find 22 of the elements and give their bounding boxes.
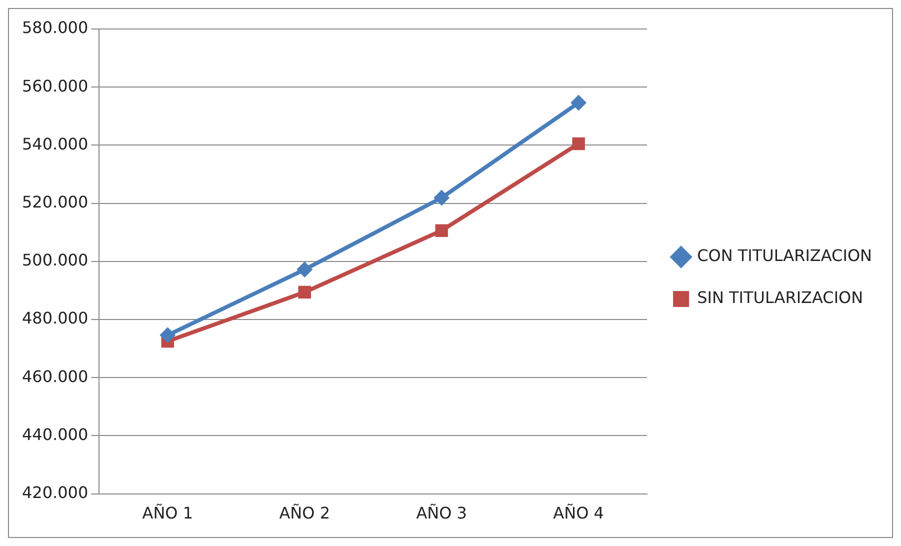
y-tick-label: 520.000 (22, 192, 88, 212)
x-tick-label: AÑO 2 (279, 504, 330, 523)
y-tick-label: 420.000 (22, 482, 88, 502)
point (160, 327, 176, 344)
x-tick-label: AÑO 3 (416, 504, 467, 523)
point (570, 94, 587, 111)
legend-label: SIN TITULARIZACION (697, 288, 864, 308)
point (435, 224, 448, 237)
y-tick-label: 460.000 (22, 366, 88, 386)
point (298, 286, 311, 299)
y-tick-label: 580.000 (22, 18, 88, 38)
y-tick-label: 440.000 (22, 424, 88, 444)
y-tick-label: 500.000 (22, 250, 88, 270)
y-tick-label: 540.000 (22, 134, 88, 154)
y-tick-label: 560.000 (22, 76, 88, 96)
point (572, 137, 585, 150)
point (434, 190, 450, 206)
point (296, 262, 313, 278)
x-tick-label: AÑO 1 (142, 504, 194, 523)
x-tick-label: AÑO 4 (553, 504, 604, 523)
y-tick-label: 480.000 (22, 308, 88, 328)
legend-label: CON TITULARIZACION (697, 246, 872, 266)
